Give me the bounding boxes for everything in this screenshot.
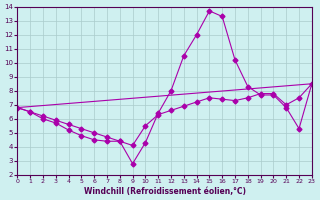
X-axis label: Windchill (Refroidissement éolien,°C): Windchill (Refroidissement éolien,°C) bbox=[84, 187, 245, 196]
